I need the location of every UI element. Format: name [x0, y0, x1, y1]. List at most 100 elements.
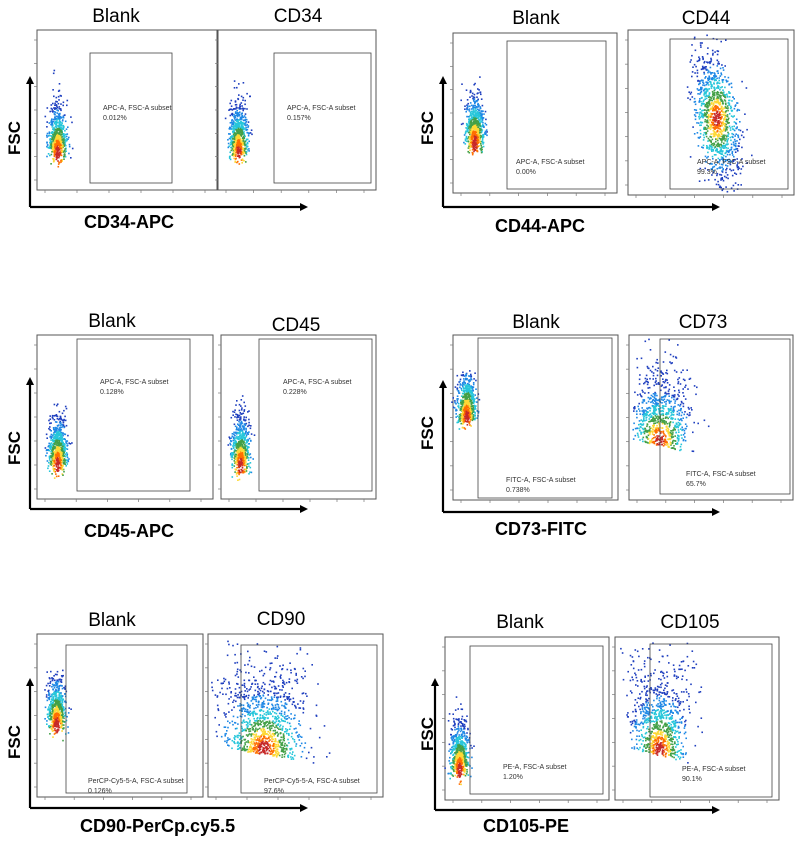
event-dot	[64, 151, 66, 153]
event-dot	[65, 407, 68, 410]
event-dot	[461, 389, 463, 392]
event-dot	[68, 136, 70, 139]
event-dot	[474, 111, 476, 113]
event-dot	[236, 427, 238, 430]
event-dot	[232, 131, 234, 134]
event-dot	[710, 149, 713, 151]
event-dot	[234, 111, 237, 113]
event-dot	[730, 139, 732, 142]
event-dot	[482, 125, 485, 127]
event-dot	[57, 425, 59, 427]
event-dot	[66, 453, 69, 456]
event-dot	[54, 107, 57, 109]
event-dot	[234, 455, 237, 458]
event-dot	[719, 95, 721, 98]
event-dot	[231, 463, 234, 465]
event-dot	[739, 121, 741, 123]
event-dot	[731, 132, 733, 135]
event-dot	[45, 433, 48, 436]
event-dot	[247, 425, 249, 428]
event-dot	[68, 143, 71, 146]
event-dot	[247, 459, 250, 461]
event-dot	[730, 147, 733, 149]
event-dot	[56, 432, 58, 434]
event-dot	[470, 425, 472, 427]
event-dot	[59, 452, 62, 455]
event-dot	[459, 386, 461, 389]
event-dot	[243, 115, 246, 117]
event-dot	[721, 107, 723, 109]
event-dot	[711, 72, 713, 74]
event-dot	[473, 138, 476, 140]
event-dot	[736, 109, 738, 112]
event-dot	[460, 123, 463, 126]
event-dot	[55, 128, 57, 131]
event-dot	[244, 456, 247, 458]
event-dot	[721, 163, 724, 166]
event-dot	[57, 432, 59, 435]
event-dot	[58, 438, 60, 440]
event-dot	[232, 410, 234, 413]
event-dot	[66, 456, 69, 459]
event-dot	[52, 434, 54, 437]
event-dot	[719, 118, 722, 121]
event-dot	[238, 115, 241, 117]
event-dot	[706, 88, 709, 91]
event-dot	[55, 439, 57, 441]
event-dot	[726, 150, 729, 153]
event-dot	[710, 87, 713, 89]
event-dot	[54, 104, 56, 106]
event-dot	[697, 122, 700, 124]
event-dot	[61, 447, 63, 449]
event-dot	[716, 50, 719, 52]
event-dot	[246, 92, 248, 95]
event-dot	[476, 96, 478, 98]
event-dot	[237, 160, 239, 163]
event-dot	[467, 127, 470, 130]
event-dot	[714, 132, 717, 135]
event-dot	[463, 378, 465, 380]
event-dot	[708, 88, 710, 90]
event-dot	[724, 159, 727, 162]
event-dot	[54, 111, 57, 114]
event-dot	[237, 112, 240, 114]
event-dot	[247, 121, 250, 123]
event-dot	[244, 107, 246, 110]
event-dot	[55, 437, 57, 440]
event-dot	[240, 122, 242, 125]
event-dot	[65, 140, 67, 142]
event-dot	[701, 121, 704, 124]
event-dot	[701, 87, 703, 89]
event-dot	[248, 437, 251, 440]
event-dot	[703, 61, 705, 64]
event-dot	[473, 114, 476, 117]
event-dot	[52, 102, 54, 105]
event-dot	[240, 405, 242, 407]
event-dot	[59, 451, 62, 453]
event-dot	[727, 147, 729, 150]
event-dot	[481, 148, 483, 151]
event-dot	[474, 140, 476, 143]
event-dot	[724, 139, 726, 142]
event-dot	[474, 115, 477, 117]
event-dot	[238, 94, 240, 96]
event-dot	[249, 132, 252, 134]
event-dot	[247, 134, 250, 137]
event-dot	[56, 444, 58, 447]
event-dot	[703, 128, 705, 130]
event-dot	[232, 446, 235, 448]
event-dot	[236, 450, 238, 453]
event-dot	[235, 151, 238, 153]
event-dot	[477, 127, 479, 130]
event-dot	[728, 99, 730, 102]
event-dot	[481, 104, 484, 107]
event-dot	[235, 473, 238, 475]
event-dot	[716, 172, 719, 175]
event-dot	[50, 433, 53, 436]
event-dot	[62, 438, 64, 441]
event-dot	[62, 455, 64, 457]
event-dot	[720, 100, 723, 102]
event-dot	[723, 107, 726, 110]
